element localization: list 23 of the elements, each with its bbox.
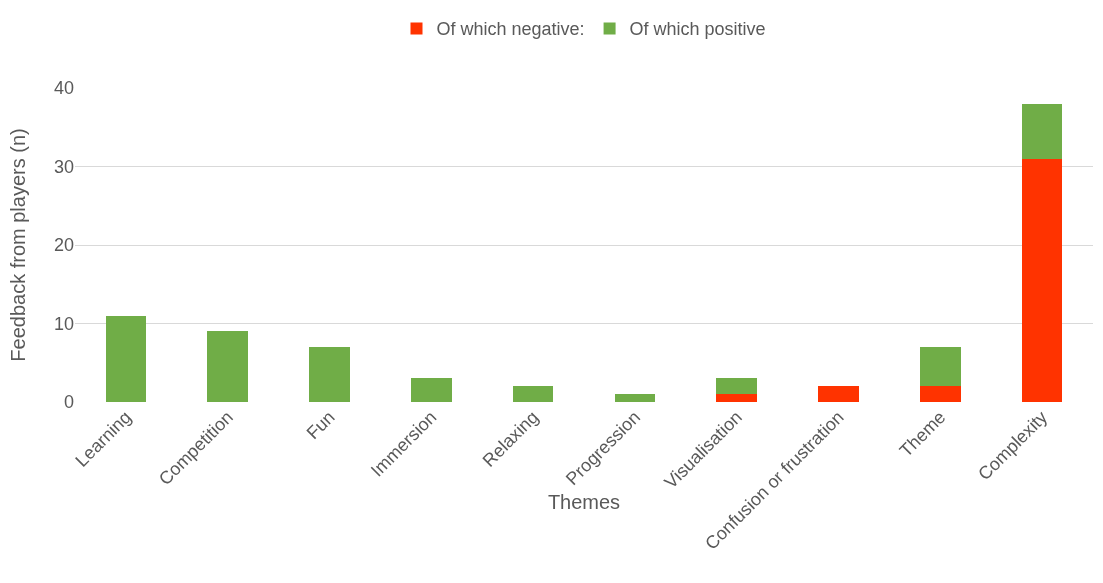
bar <box>207 331 249 402</box>
bar <box>512 386 554 402</box>
bar <box>919 347 961 387</box>
bar <box>410 378 452 402</box>
y-axis-title: Feedback from players (n) <box>7 128 29 362</box>
y-tick-label: 0 <box>63 392 74 413</box>
y-tick-label: 40 <box>53 78 74 99</box>
legend-label: Of which positive <box>629 19 766 40</box>
bar <box>1021 103 1063 159</box>
x-tick-label: Fun <box>302 407 339 444</box>
y-tick-label: 20 <box>53 235 74 256</box>
bar <box>716 394 758 402</box>
bar <box>818 386 859 402</box>
bar <box>614 394 656 402</box>
bar <box>309 347 350 402</box>
x-axis-title: Themes <box>547 491 621 514</box>
legend-label: Of which negative: <box>436 19 585 40</box>
bar <box>919 386 961 402</box>
y-tick-label: 30 <box>53 156 74 177</box>
bar <box>716 378 758 395</box>
bar <box>1021 158 1063 402</box>
bar <box>105 315 147 402</box>
y-tick-label: 10 <box>53 313 74 334</box>
